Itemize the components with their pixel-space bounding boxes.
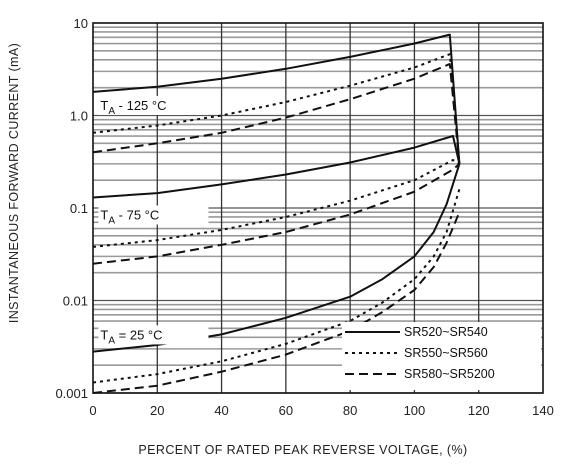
x-tick-label: 100 (404, 403, 426, 418)
series-line (92, 135, 461, 199)
legend-background (342, 322, 541, 390)
temperature-label: TA = 25 °C (100, 327, 162, 346)
tick-labels: 0 20 40 60 80 100 120 140 0.001 0.01 0.1 1.0 10 (55, 16, 553, 418)
x-tick-label: 80 (343, 403, 357, 418)
series-line (92, 33, 461, 164)
series-line (92, 163, 461, 265)
legend: SR520~SR540 SR550~SR560 SR580~SR5200 (342, 322, 541, 390)
series-line (92, 159, 460, 248)
legend-label: SR580~SR5200 (404, 367, 495, 381)
annotation-background (98, 325, 209, 345)
series-line (92, 188, 461, 384)
annotation-background (98, 95, 209, 115)
y-tick-label: 0.001 (55, 386, 88, 401)
x-tick-label: 140 (532, 403, 554, 418)
x-tick-label: 40 (214, 403, 228, 418)
legend-label: SR520~SR540 (404, 325, 488, 339)
temperature-label: TA - 75 °C (100, 208, 159, 227)
x-tick-label: 0 (89, 403, 96, 418)
y-tick-label: 0.01 (63, 294, 88, 309)
plot-frame (92, 22, 544, 394)
y-tick-label: 0.1 (70, 201, 88, 216)
y-tick-label: 1.0 (70, 109, 88, 124)
x-axis-label: PERCENT OF RATED PEAK REVERSE VOLTAGE, (… (138, 443, 467, 457)
x-tick-label: 60 (279, 403, 293, 418)
temperature-label: TA - 125 °C (100, 98, 166, 117)
y-axis-label: INSTANTANEOUS FORWARD CURRENT (mA) (7, 43, 21, 323)
grid (93, 23, 543, 394)
x-tick-label: 120 (468, 403, 490, 418)
annotations: TA - 125 °C TA - 75 °C TA = 25 °C (98, 95, 209, 346)
series-line (92, 63, 461, 164)
series-line (92, 211, 461, 394)
annotation-background (98, 205, 209, 225)
x-tick-label: 20 (150, 403, 164, 418)
y-tick-label: 10 (74, 16, 88, 31)
legend-label: SR550~SR560 (404, 346, 488, 360)
